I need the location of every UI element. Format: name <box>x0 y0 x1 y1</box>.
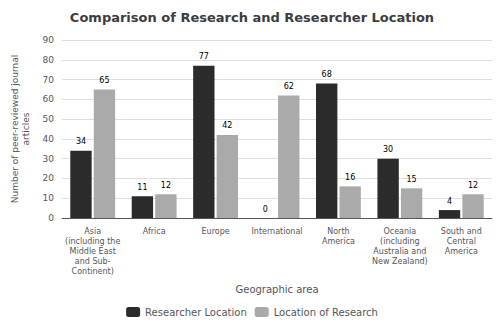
svg-text:International: International <box>251 227 302 236</box>
svg-text:(including: (including <box>380 237 420 246</box>
svg-text:34: 34 <box>76 137 86 146</box>
svg-text:North: North <box>327 227 349 236</box>
svg-text:12: 12 <box>468 181 478 190</box>
svg-text:Location of Research: Location of Research <box>274 307 378 318</box>
svg-text:Continent): Continent) <box>72 267 114 276</box>
svg-text:Asia: Asia <box>84 227 101 236</box>
svg-text:12: 12 <box>161 181 171 190</box>
svg-text:80: 80 <box>43 55 55 65</box>
svg-text:Oceania: Oceania <box>383 227 416 236</box>
svg-text:77: 77 <box>199 52 209 61</box>
svg-text:60: 60 <box>43 94 55 104</box>
svg-text:65: 65 <box>99 76 109 85</box>
svg-text:10: 10 <box>43 193 55 203</box>
svg-text:America: America <box>445 247 478 256</box>
svg-text:90: 90 <box>43 35 55 45</box>
svg-text:16: 16 <box>345 173 355 182</box>
svg-text:62: 62 <box>284 82 294 91</box>
svg-text:Europe: Europe <box>202 227 230 236</box>
svg-text:Middle East: Middle East <box>70 247 116 256</box>
svg-text:Comparison of Research and Res: Comparison of Research and Researcher Lo… <box>70 10 434 25</box>
svg-text:30: 30 <box>383 145 393 154</box>
svg-text:15: 15 <box>407 175 417 184</box>
svg-text:articles: articles <box>21 112 31 145</box>
svg-text:Number of peer-reviewed journa: Number of peer-reviewed journal <box>10 55 20 204</box>
svg-text:New Zealand): New Zealand) <box>372 257 428 266</box>
svg-text:20: 20 <box>43 173 55 183</box>
svg-text:30: 30 <box>43 154 55 164</box>
svg-text:42: 42 <box>222 121 232 130</box>
svg-text:11: 11 <box>137 183 147 192</box>
svg-text:Africa: Africa <box>143 227 166 236</box>
svg-text:America: America <box>322 237 355 246</box>
svg-text:Central: Central <box>447 237 476 246</box>
svg-text:70: 70 <box>43 75 55 85</box>
svg-text:and Sub-: and Sub- <box>75 257 111 266</box>
svg-text:68: 68 <box>322 70 332 79</box>
svg-text:Researcher Location: Researcher Location <box>145 307 247 318</box>
svg-text:40: 40 <box>43 134 55 144</box>
svg-text:South and: South and <box>441 227 482 236</box>
svg-text:50: 50 <box>43 114 55 124</box>
svg-text:Australia and: Australia and <box>373 247 426 256</box>
svg-text:(including the: (including the <box>65 237 120 246</box>
svg-text:0: 0 <box>48 213 54 223</box>
svg-text:4: 4 <box>447 197 452 206</box>
svg-text:Geographic area: Geographic area <box>235 284 318 295</box>
svg-text:0: 0 <box>263 205 268 214</box>
